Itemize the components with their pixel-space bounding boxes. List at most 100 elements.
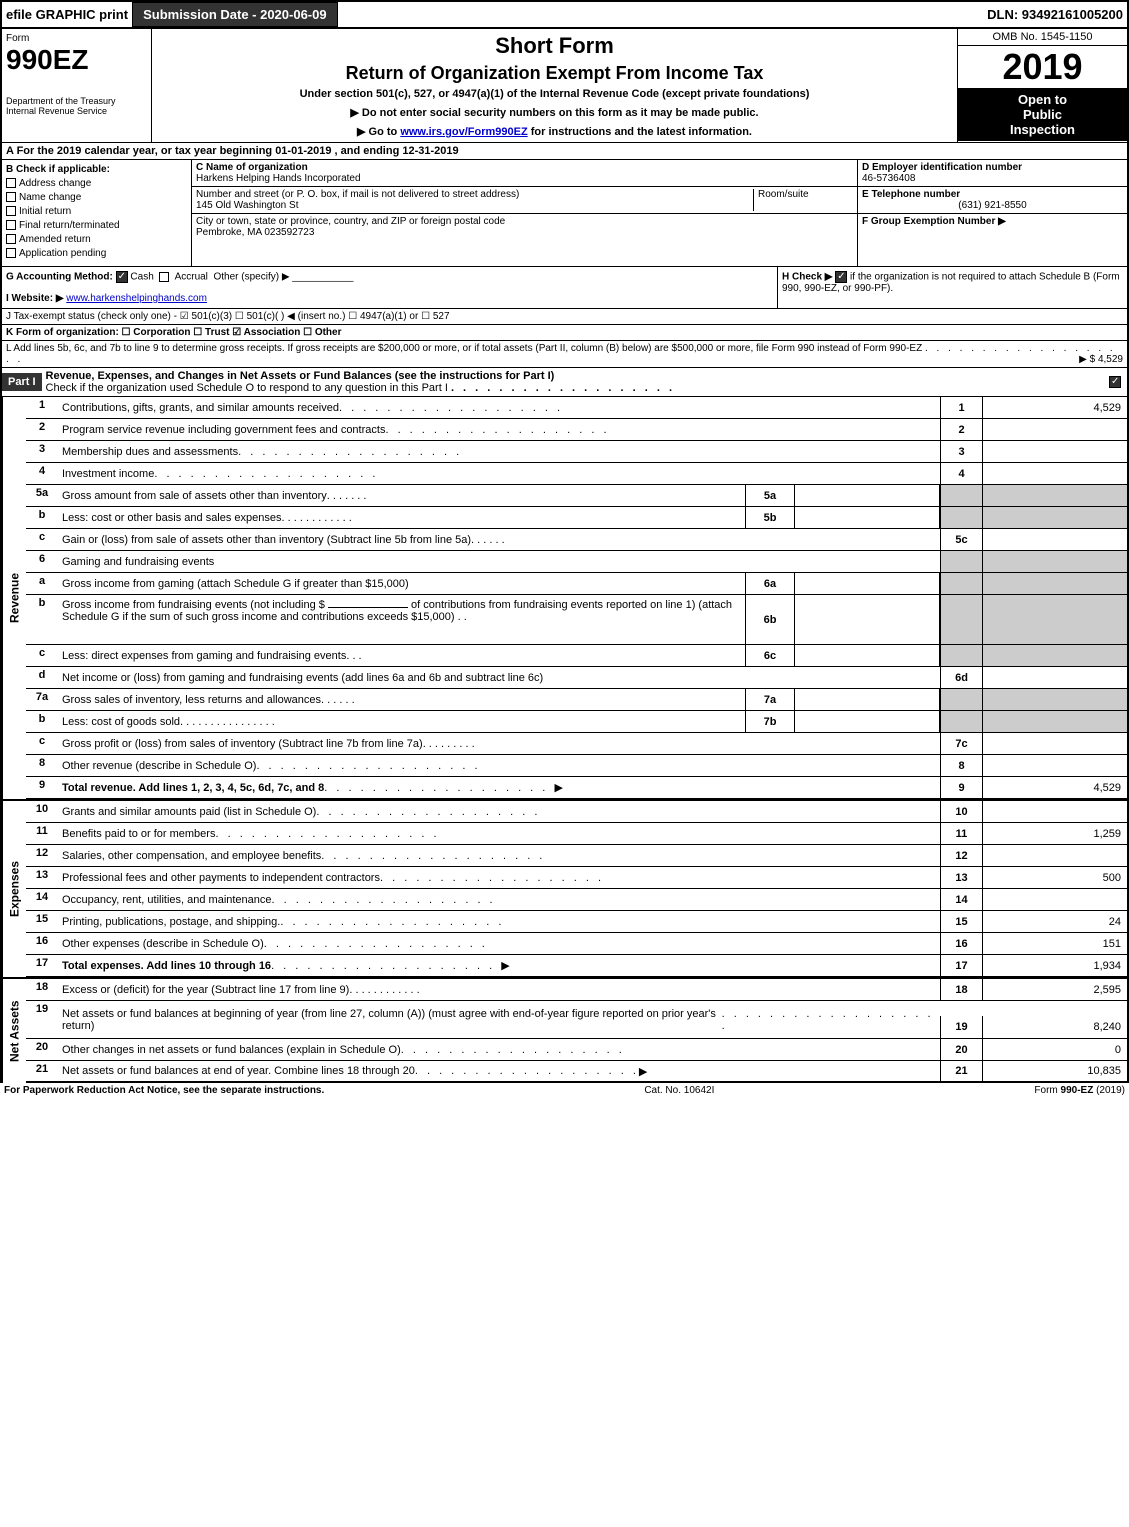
phone-label: E Telephone number bbox=[862, 189, 1123, 200]
header-left: Form 990EZ Department of the Treasury In… bbox=[2, 29, 152, 142]
org-info-right: D Employer identification number 46-5736… bbox=[857, 160, 1127, 266]
h-text: if the organization is not required to a… bbox=[782, 272, 1120, 294]
tax-year: 2019 bbox=[958, 46, 1127, 88]
net-assets-section: Net Assets 18Excess or (deficit) for the… bbox=[0, 977, 1129, 1083]
dln-label: DLN: 93492161005200 bbox=[987, 7, 1127, 22]
ein-label: D Employer identification number bbox=[862, 162, 1123, 173]
line21-value: 10,835 bbox=[982, 1061, 1127, 1081]
under-section: Under section 501(c), 527, or 4947(a)(1)… bbox=[156, 88, 953, 100]
line1-value: 4,529 bbox=[982, 397, 1127, 418]
line16-value: 151 bbox=[982, 933, 1127, 954]
checkbox-h[interactable] bbox=[835, 271, 847, 283]
line18-value: 2,595 bbox=[982, 979, 1127, 1000]
irs-link[interactable]: www.irs.gov/Form990EZ bbox=[400, 126, 527, 138]
line17-value: 1,934 bbox=[982, 955, 1127, 976]
form-org-row: K Form of organization: ☐ Corporation ☐ … bbox=[0, 325, 1129, 341]
org-name-row: C Name of organization Harkens Helping H… bbox=[192, 160, 857, 187]
phone-value: (631) 921-8550 bbox=[862, 200, 1123, 211]
tax-year-text: A For the 2019 calendar year, or tax yea… bbox=[6, 145, 459, 157]
line13-value: 500 bbox=[982, 867, 1127, 888]
line19-value: 8,240 bbox=[982, 1016, 1127, 1038]
header-row: Form 990EZ Department of the Treasury In… bbox=[0, 29, 1129, 143]
group-exemption-row: F Group Exemption Number ▶ bbox=[858, 214, 1127, 229]
dept-label: Department of the Treasury bbox=[6, 96, 147, 106]
checkbox-cash[interactable] bbox=[116, 271, 128, 283]
org-name-value: Harkens Helping Hands Incorporated bbox=[196, 173, 853, 184]
return-title: Return of Organization Exempt From Incom… bbox=[156, 63, 953, 84]
paperwork-notice: For Paperwork Reduction Act Notice, see … bbox=[4, 1085, 324, 1096]
irs-label: Internal Revenue Service bbox=[6, 106, 147, 116]
ein-value: 46-5736408 bbox=[862, 173, 1123, 184]
header-middle: Short Form Return of Organization Exempt… bbox=[152, 29, 957, 142]
h-check-section: H Check ▶ if the organization is not req… bbox=[777, 267, 1127, 308]
city-label: City or town, state or province, country… bbox=[196, 216, 853, 227]
submission-date-btn[interactable]: Submission Date - 2020-06-09 bbox=[132, 2, 338, 27]
info-section: B Check if applicable: Address change Na… bbox=[0, 160, 1129, 267]
checkbox-final-return[interactable]: Final return/terminated bbox=[6, 220, 187, 231]
tax-exempt-row: J Tax-exempt status (check only one) - ☑… bbox=[0, 309, 1129, 325]
website-label: I Website: ▶ bbox=[6, 293, 64, 304]
website-link[interactable]: www.harkenshelpinghands.com bbox=[66, 293, 207, 304]
efile-label: efile GRAPHIC print bbox=[6, 7, 128, 22]
cat-no: Cat. No. 10642I bbox=[644, 1085, 714, 1096]
tax-exempt-text: J Tax-exempt status (check only one) - ☑… bbox=[6, 311, 450, 322]
address-label: Number and street (or P. O. box, if mail… bbox=[196, 189, 753, 200]
checkbox-address-change[interactable]: Address change bbox=[6, 178, 187, 189]
part1-desc: Revenue, Expenses, and Changes in Net As… bbox=[42, 368, 1109, 396]
line2-value bbox=[982, 419, 1127, 440]
checkbox-accrual[interactable] bbox=[159, 272, 169, 282]
line11-value: 1,259 bbox=[982, 823, 1127, 844]
part1-title: Revenue, Expenses, and Changes in Net As… bbox=[46, 370, 555, 382]
inspection-box: Open to Public Inspection bbox=[958, 88, 1127, 141]
org-info-middle: C Name of organization Harkens Helping H… bbox=[192, 160, 857, 266]
h-label: H Check ▶ bbox=[782, 272, 832, 283]
part1-header-row: Part I Revenue, Expenses, and Changes in… bbox=[0, 368, 1129, 397]
form-number: 990EZ bbox=[6, 44, 147, 76]
top-bar-left: efile GRAPHIC print Submission Date - 20… bbox=[2, 2, 338, 27]
org-city-row: City or town, state or province, country… bbox=[192, 214, 857, 240]
net-assets-side-label: Net Assets bbox=[2, 979, 26, 1083]
line3-value bbox=[982, 441, 1127, 462]
checkbox-name-change[interactable]: Name change bbox=[6, 192, 187, 203]
form-ref: Form 990-EZ (2019) bbox=[1034, 1085, 1125, 1096]
line9-value: 4,529 bbox=[982, 777, 1127, 798]
checkbox-app-pending[interactable]: Application pending bbox=[6, 248, 187, 259]
ein-row: D Employer identification number 46-5736… bbox=[858, 160, 1127, 187]
form-org-text: K Form of organization: ☐ Corporation ☐ … bbox=[6, 327, 342, 338]
line20-value: 0 bbox=[982, 1039, 1127, 1060]
phone-row: E Telephone number (631) 921-8550 bbox=[858, 187, 1127, 214]
short-form-title: Short Form bbox=[156, 33, 953, 59]
form-word: Form bbox=[6, 33, 147, 44]
line-l-amount: ▶ $ 4,529 bbox=[1079, 354, 1123, 365]
tax-year-row: A For the 2019 calendar year, or tax yea… bbox=[0, 143, 1129, 160]
address-value: 145 Old Washington St bbox=[196, 200, 753, 211]
line15-value: 24 bbox=[982, 911, 1127, 932]
part1-label: Part I bbox=[2, 373, 42, 391]
inspection-line3: Inspection bbox=[962, 122, 1123, 137]
room-suite-label: Room/suite bbox=[753, 189, 853, 211]
line-l-text: L Add lines 5b, 6c, and 7b to line 9 to … bbox=[6, 343, 922, 354]
expenses-side-label: Expenses bbox=[2, 801, 26, 977]
part1-checkbox[interactable] bbox=[1109, 376, 1121, 388]
notice-goto: ▶ Go to www.irs.gov/Form990EZ for instru… bbox=[156, 125, 953, 138]
accounting-label: G Accounting Method: bbox=[6, 272, 113, 283]
part1-check-text: Check if the organization used Schedule … bbox=[46, 382, 448, 394]
city-value: Pembroke, MA 023592723 bbox=[196, 227, 853, 238]
accounting-left: G Accounting Method: Cash Accrual Other … bbox=[2, 267, 777, 308]
accounting-row: G Accounting Method: Cash Accrual Other … bbox=[0, 267, 1129, 309]
line4-value bbox=[982, 463, 1127, 484]
inspection-line1: Open to bbox=[962, 92, 1123, 107]
revenue-section: Revenue 1Contributions, gifts, grants, a… bbox=[0, 397, 1129, 799]
top-bar: efile GRAPHIC print Submission Date - 20… bbox=[0, 0, 1129, 29]
notice-ssn: ▶ Do not enter social security numbers o… bbox=[156, 106, 953, 119]
header-right: OMB No. 1545-1150 2019 Open to Public In… bbox=[957, 29, 1127, 142]
check-applicable-label: B Check if applicable: bbox=[6, 164, 187, 175]
checkbox-initial-return[interactable]: Initial return bbox=[6, 206, 187, 217]
line-l-row: L Add lines 5b, 6c, and 7b to line 9 to … bbox=[0, 341, 1129, 368]
org-address-row: Number and street (or P. O. box, if mail… bbox=[192, 187, 857, 214]
revenue-side-label: Revenue bbox=[2, 397, 26, 799]
footer-row: For Paperwork Reduction Act Notice, see … bbox=[0, 1083, 1129, 1098]
checkbox-amended-return[interactable]: Amended return bbox=[6, 234, 187, 245]
checkbox-section: B Check if applicable: Address change Na… bbox=[2, 160, 192, 266]
omb-number: OMB No. 1545-1150 bbox=[958, 29, 1127, 46]
